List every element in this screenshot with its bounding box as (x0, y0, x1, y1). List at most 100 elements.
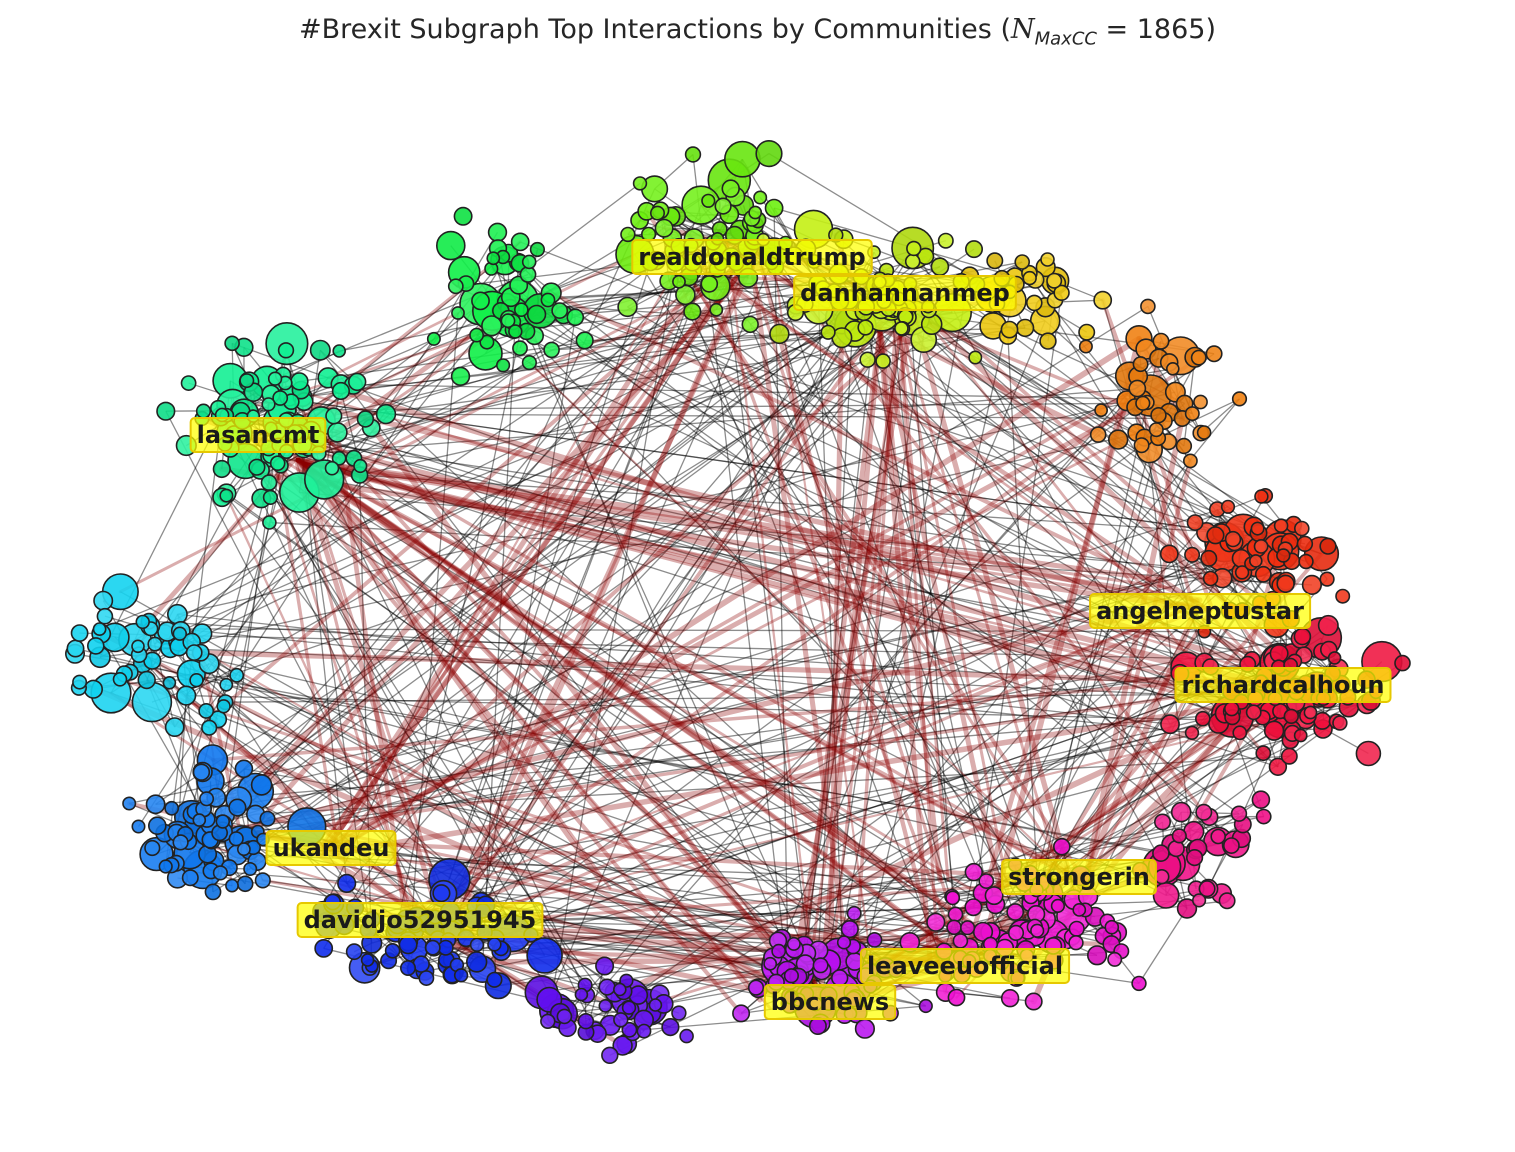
node-yellow-green (906, 240, 922, 257)
node-green (521, 254, 537, 270)
strong-edge (748, 257, 856, 1002)
strong-edge (301, 461, 912, 890)
node-yellow-green (894, 321, 909, 336)
strong-edge (282, 240, 522, 435)
strong-edge (234, 678, 1286, 841)
node-orange (1135, 395, 1151, 411)
strong-edge (295, 457, 968, 963)
edge (205, 710, 819, 952)
node-mint (325, 407, 343, 425)
strong-edge (877, 327, 943, 883)
node-mint (332, 344, 347, 358)
strong-edge (287, 394, 832, 1001)
node-azure (236, 875, 254, 893)
node-cyan (172, 626, 188, 641)
edge (547, 299, 1322, 555)
edge (280, 436, 1282, 587)
node-green (513, 302, 529, 318)
node-indigo (613, 1012, 629, 1028)
edge (359, 474, 1222, 534)
node-magenta (1000, 988, 1020, 1008)
edge (880, 286, 1290, 710)
node-mint (353, 458, 368, 474)
edge (242, 420, 1318, 691)
edge (155, 709, 1270, 805)
node-indigo (598, 999, 613, 1013)
edge (180, 573, 1264, 844)
edge (138, 654, 1075, 917)
node-mint (261, 397, 276, 412)
node-azure (236, 842, 251, 857)
node-azure (122, 796, 137, 811)
strong-edge (960, 398, 1130, 968)
node-azure (215, 814, 231, 829)
node-cyan (87, 637, 105, 655)
edge (346, 308, 900, 884)
strong-edge (440, 603, 1200, 895)
edge (908, 294, 954, 898)
edge (206, 299, 850, 800)
node-mint (156, 401, 176, 421)
edge (93, 298, 900, 690)
node-pink (1230, 805, 1248, 822)
node-yellow (1039, 332, 1057, 350)
node-cyan (198, 703, 215, 719)
edge (526, 330, 1031, 874)
strong-edge (827, 315, 845, 1010)
strong-edge (147, 620, 830, 1005)
node-pink (1183, 820, 1205, 843)
node-azure (181, 869, 199, 887)
strong-edge (269, 252, 637, 439)
strong-edge (898, 328, 940, 962)
hub-label-text: lasancmt (197, 421, 320, 449)
node-violet (747, 979, 765, 996)
edge (972, 292, 1063, 908)
node-indigo (577, 1012, 595, 1030)
node-crimson (1355, 740, 1382, 767)
edge (189, 635, 1303, 854)
node-magenta (1068, 920, 1085, 937)
node-indigo (612, 982, 627, 997)
node-mint (219, 488, 234, 503)
node-green (469, 327, 484, 343)
node-cyan (131, 639, 145, 654)
node-magenta (1007, 924, 1025, 942)
node-pink (1210, 828, 1226, 845)
edge (691, 311, 948, 974)
node-green-light (721, 179, 740, 198)
node-crimson (1263, 720, 1285, 741)
node-orange (1205, 345, 1223, 363)
edge (817, 306, 929, 1027)
hub-label-box (1089, 593, 1312, 629)
strong-edge (445, 255, 754, 943)
strong-edge (220, 264, 755, 825)
node-green (500, 313, 516, 329)
node-cyan (189, 672, 204, 688)
edge (207, 249, 718, 855)
node-pink (1223, 837, 1240, 854)
node-green (540, 292, 556, 308)
edge (519, 241, 1258, 530)
hub-label-box (1001, 859, 1157, 895)
strong-edge (743, 252, 963, 943)
node-blue (526, 937, 563, 974)
strong-edge (253, 428, 1327, 702)
node-pink (1185, 848, 1204, 867)
node-azure (254, 872, 271, 889)
node-magenta (1072, 903, 1087, 917)
node-green-light (753, 190, 768, 205)
node-pink (1176, 898, 1198, 919)
edge (322, 188, 656, 912)
edge (99, 303, 806, 658)
strong-edge (722, 204, 819, 1006)
edge (228, 300, 1011, 869)
node-magenta (984, 886, 1004, 906)
edge (416, 299, 878, 970)
edge (460, 306, 867, 976)
edge (100, 633, 212, 825)
strong-edge (329, 335, 1142, 855)
node-azure (259, 810, 276, 827)
node-cyan (93, 590, 114, 611)
strong-edge (238, 259, 754, 845)
node-yellow-green (769, 323, 790, 345)
